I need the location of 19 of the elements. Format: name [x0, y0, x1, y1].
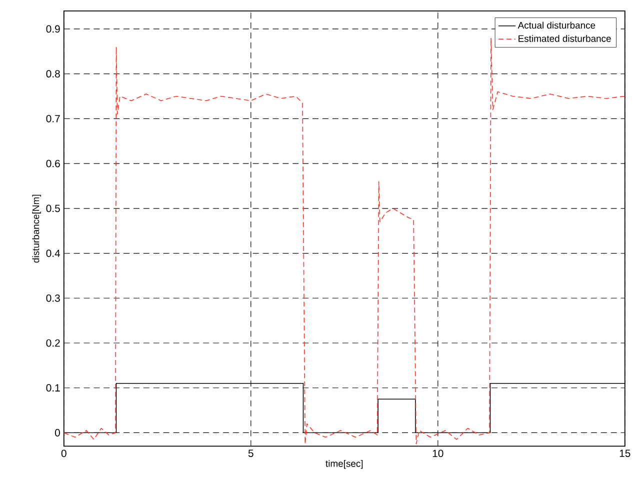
x-tick-label: 5 [248, 450, 254, 457]
x-tick-label: 10 [432, 450, 444, 458]
y-tick-label: 0.2 [46, 339, 60, 347]
y-tick-label: 0 [54, 429, 60, 436]
y-tick-label: 0.5 [46, 204, 60, 212]
legend-label: Estimated disturbance [518, 34, 611, 42]
y-tick-label: 0.8 [46, 70, 60, 78]
x-axis-title: time[sec] [326, 460, 363, 469]
line-series [64, 37, 625, 444]
y-tick-label: 0.3 [46, 294, 60, 302]
y-tick-label: 0.6 [46, 160, 60, 168]
legend-label: Actual disturbance [518, 22, 596, 29]
x-tick-label: 0 [61, 450, 66, 458]
x-tick-label: 15 [620, 450, 630, 457]
y-tick-label: 0.4 [46, 250, 60, 257]
y-tick-label: 0.1 [46, 384, 60, 392]
y-tick-label: 0.9 [46, 25, 60, 33]
y-tick-label: 0.7 [46, 114, 60, 122]
y-axis-title: disturbance[Nm] [32, 194, 42, 263]
